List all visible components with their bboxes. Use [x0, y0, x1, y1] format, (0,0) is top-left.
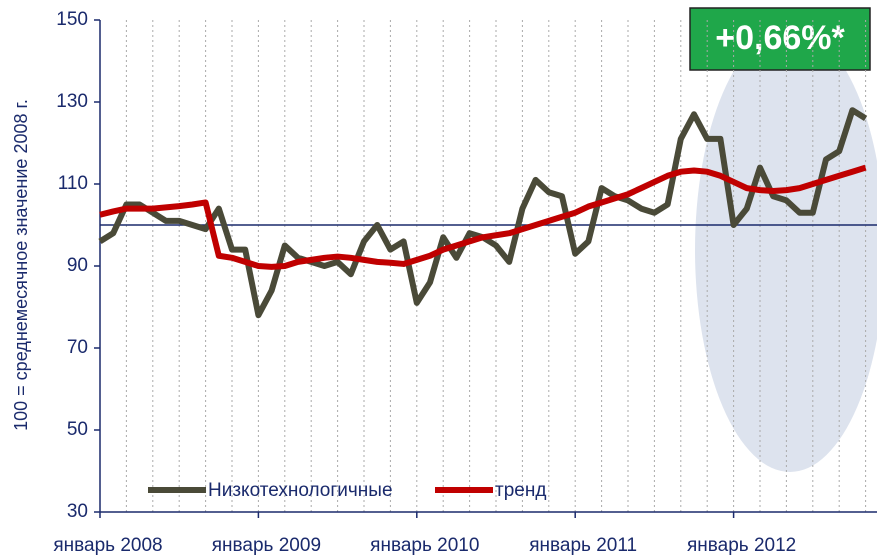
- series-line: [99, 164, 867, 270]
- x-tick-label: январь 2011: [529, 535, 637, 556]
- y-tick-label: 110: [58, 173, 88, 194]
- x-tick-label: январь 2008: [53, 535, 162, 556]
- x-tick-label: январь 2012: [687, 535, 796, 556]
- legend-label: Низкотехнологичные: [208, 480, 393, 501]
- y-tick-label: 30: [67, 501, 88, 522]
- x-tick-label: январь 2010: [370, 535, 479, 556]
- y-tick-label: 50: [67, 419, 88, 440]
- y-tick-label: 150: [56, 9, 88, 30]
- legend-label: тренд: [495, 480, 546, 501]
- y-tick-label: 130: [56, 91, 88, 112]
- annotation: +0,66%*: [715, 19, 845, 57]
- x-tick-label: январь 2009: [212, 535, 321, 556]
- y-tick-label: 70: [67, 337, 88, 358]
- annotation-box: [689, 7, 871, 71]
- y-axis-label: 100 = среднемесячное значение 2008 г.: [11, 99, 31, 431]
- y-tick-label: 90: [67, 255, 88, 276]
